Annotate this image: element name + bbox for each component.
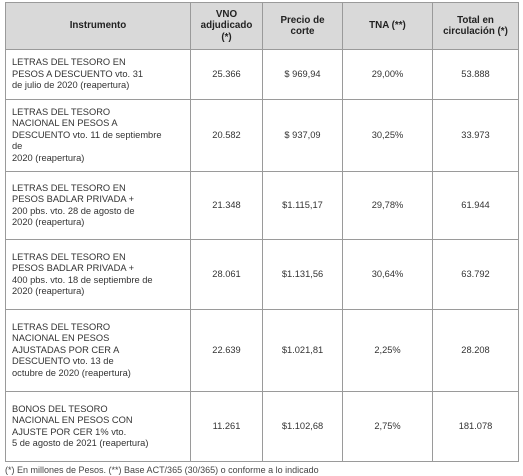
value-cell: 29,78% [342,171,433,240]
value-cell: 2,25% [342,309,433,392]
table-header: Instrumento VNO adjudicado (*) Precio de c… [5,2,519,50]
table: Instrumento VNO adjudicado (*) Precio de c… [5,2,519,462]
value-cell: $1.115,17 [262,171,343,240]
header-cell: Total en circulación (*) [432,2,519,50]
value-cell: 30,64% [342,239,433,310]
value-cell: $1.021,81 [262,309,343,392]
value-cell: 29,00% [342,49,433,100]
instrument-cell: LETRAS DEL TESORO EN PESOS BADLAR PRIVAD… [5,239,191,310]
table-body: LETRAS DEL TESORO EN PESOS A DESCUENTO v… [5,49,519,462]
value-cell: $ 937,09 [262,99,343,172]
value-cell: 61.944 [432,171,519,240]
header-row: Instrumento VNO adjudicado (*) Precio de c… [5,2,519,50]
instrument-cell: LETRAS DEL TESORO EN PESOS A DESCUENTO v… [5,49,191,100]
instrument-cell: LETRAS DEL TESORO NACIONAL EN PESOS AJUS… [5,309,191,392]
value-cell: 20.582 [190,99,263,172]
table-row: LETRAS DEL TESORO NACIONAL EN PESOS AJUS… [5,309,519,392]
value-cell: 25.366 [190,49,263,100]
table-row: LETRAS DEL TESORO EN PESOS BADLAR PRIVAD… [5,171,519,240]
value-cell: 2,75% [342,391,433,462]
value-cell: $ 969,94 [262,49,343,100]
value-cell: 30,25% [342,99,433,172]
value-cell: $1.102,68 [262,391,343,462]
value-cell: 28.208 [432,309,519,392]
value-cell: 11.261 [190,391,263,462]
table-row: BONOS DEL TESORO NACIONAL EN PESOS CON A… [5,391,519,462]
table-row: LETRAS DEL TESORO EN PESOS BADLAR PRIVAD… [5,239,519,310]
instrument-cell: LETRAS DEL TESORO NACIONAL EN PESOS A DE… [5,99,191,172]
value-cell: 181.078 [432,391,519,462]
table-row: LETRAS DEL TESORO NACIONAL EN PESOS A DE… [5,99,519,172]
instrument-cell: LETRAS DEL TESORO EN PESOS BADLAR PRIVAD… [5,171,191,240]
value-cell: 21.348 [190,171,263,240]
header-cell: TNA (**) [342,2,433,50]
instrument-cell: BONOS DEL TESORO NACIONAL EN PESOS CON A… [5,391,191,462]
value-cell: 53.888 [432,49,519,100]
header-cell: Precio de corte [262,2,343,50]
header-cell: Instrumento [5,2,191,50]
footnote: (*) En millones de Pesos. (**) Base ACT/… [5,465,319,475]
header-cell: VNO adjudicado (*) [190,2,263,50]
value-cell: $1.131,56 [262,239,343,310]
table-row: LETRAS DEL TESORO EN PESOS A DESCUENTO v… [5,49,519,100]
value-cell: 63.792 [432,239,519,310]
value-cell: 28.061 [190,239,263,310]
value-cell: 33.973 [432,99,519,172]
value-cell: 22.639 [190,309,263,392]
